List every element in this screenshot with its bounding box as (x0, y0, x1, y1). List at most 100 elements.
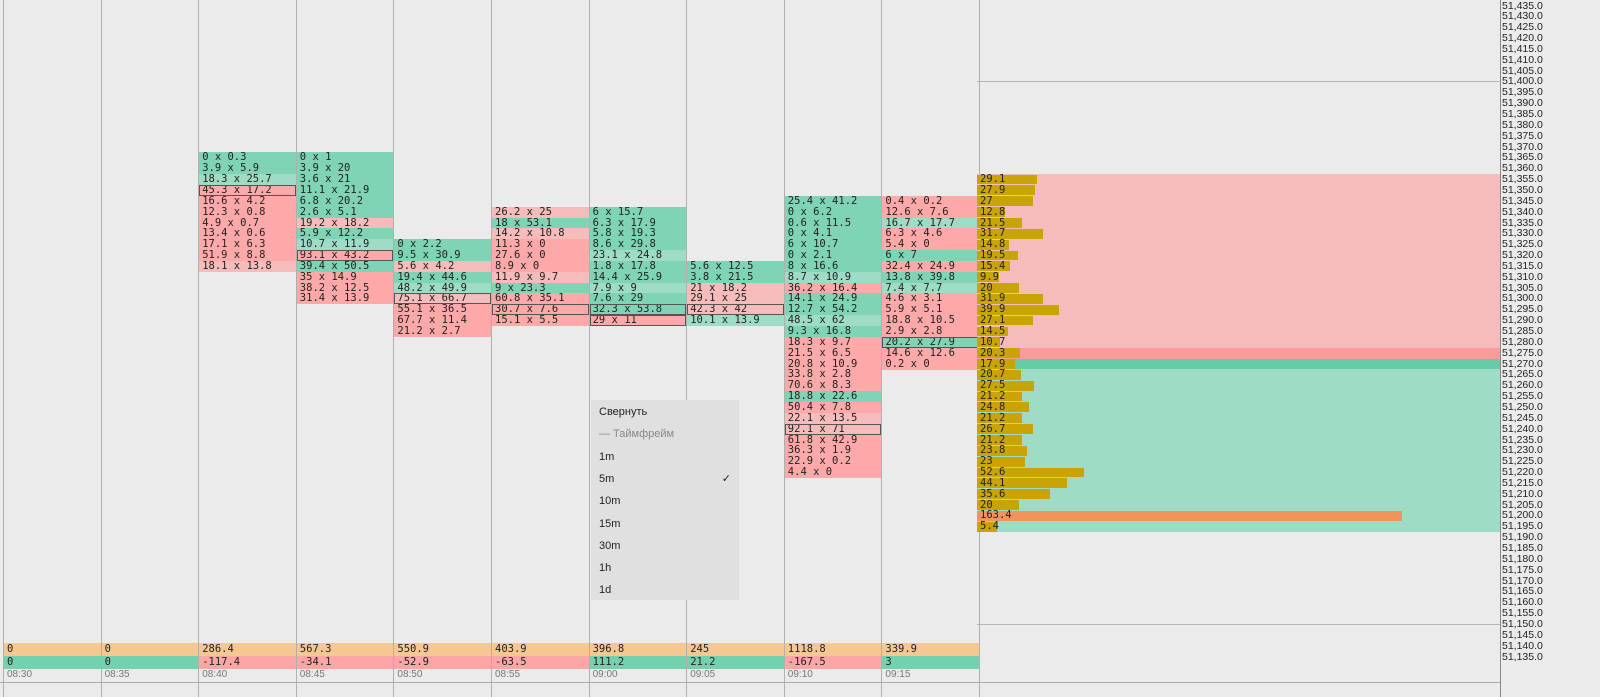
menu-item-1m[interactable]: 1m (599, 450, 615, 463)
price-gridline (977, 81, 1500, 83)
volume-profile-label: 21.2 (980, 412, 1006, 424)
price-tick-label: 51,160.0 (1502, 596, 1543, 609)
footprint-cell: 18.3 x 25.7 (199, 174, 296, 186)
footprint-cell: 17.1 x 6.3 (199, 239, 296, 251)
menu-item-1d[interactable]: 1d (599, 584, 612, 597)
volume-profile-bar (977, 283, 1020, 293)
price-tick-label: 51,240.0 (1502, 422, 1543, 435)
footprint-cell: 10.7 x 11.9 (296, 239, 394, 251)
time-separator (295, 0, 297, 697)
footprint-cell: 9.3 x 16.8 (784, 326, 882, 337)
column-delta: -117.4 (199, 656, 296, 669)
price-tick-label: 51,220.0 (1502, 466, 1543, 479)
volume-profile-label: 21.5 (980, 217, 1006, 229)
menu-item-5m[interactable]: 5m (599, 472, 615, 485)
footprint-cell: 3.9 x 20 (296, 163, 394, 175)
footprint-cell: 45.3 x 17.2 (199, 184, 296, 196)
footprint-cell: 5.9 x 12.2 (296, 228, 394, 240)
footprint-cell: 19.2 x 18.2 (296, 217, 394, 229)
footprint-cell: 2.9 x 2.8 (882, 326, 979, 337)
footprint-cell: 33.8 x 2.8 (784, 369, 882, 381)
volume-profile-bar (977, 207, 1005, 217)
volume-profile-bar (977, 402, 1029, 413)
footprint-cell: 12.6 x 7.6 (882, 206, 979, 218)
footprint-cell: 14.4 x 25.9 (589, 271, 687, 283)
price-tick-label: 51,235.0 (1502, 433, 1543, 446)
time-separator (393, 0, 395, 697)
volume-profile-bar (977, 185, 1035, 196)
price-tick-label: 51,350.0 (1502, 183, 1543, 196)
footprint-cell: 3.8 x 21.5 (687, 271, 784, 283)
column-volume: 550.9 (394, 643, 491, 656)
volume-profile-label: 163.4 (980, 510, 1012, 522)
footprint-cell: 92.1 x 71 (784, 423, 882, 435)
footprint-cell: 8.6 x 29.8 (589, 239, 687, 251)
menu-item-10m[interactable]: 10m (599, 495, 621, 508)
price-axis[interactable] (1500, 0, 1600, 697)
footprint-cell: 0 x 0.3 (199, 152, 296, 164)
price-tick-label: 51,325.0 (1502, 238, 1543, 251)
footprint-cell: 22.9 x 0.2 (784, 456, 882, 468)
footprint-cell: 20.8 x 10.9 (784, 358, 882, 370)
volume-profile-label: 14.8 (980, 239, 1006, 251)
menu-item-свернуть[interactable]: Свернуть (599, 406, 648, 418)
footprint-cell: 3.9 x 5.9 (199, 163, 296, 175)
volume-profile-bar (977, 218, 1023, 228)
footprint-cell: 32.3 x 53.8 (589, 304, 687, 316)
current-price-bid-row (977, 358, 1500, 370)
footprint-cell: 11.1 x 21.9 (296, 184, 394, 196)
footprint-cell: 6.3 x 17.9 (589, 217, 687, 229)
price-tick-label: 51,170.0 (1502, 574, 1543, 587)
volume-profile-label: 12.8 (980, 206, 1006, 218)
price-tick-label: 51,405.0 (1502, 64, 1543, 77)
time-label: 09:05 (690, 669, 716, 680)
value-area-upper (977, 174, 1500, 348)
footprint-cell: 14.1 x 24.9 (784, 293, 882, 305)
volume-profile-bar (977, 304, 1059, 315)
footprint-cell: 31.4 x 13.9 (296, 293, 394, 305)
volume-profile-bar (977, 315, 1034, 326)
column-delta: -34.1 (296, 656, 394, 669)
volume-profile-bar (977, 239, 1009, 250)
footprint-cell: 6 x 15.7 (589, 206, 687, 218)
price-tick-label: 51,150.0 (1502, 617, 1543, 630)
footprint-cell: 39.4 x 50.5 (296, 260, 394, 272)
footprint-cell: 1.8 x 17.8 (589, 260, 687, 272)
price-tick-label: 51,140.0 (1502, 639, 1543, 652)
footprint-cell: 18.8 x 22.6 (784, 391, 882, 403)
volume-profile-label: 52.6 (980, 467, 1006, 479)
footprint-cell: 36.2 x 16.4 (784, 282, 882, 294)
menu-item-1h[interactable]: 1h (599, 562, 612, 575)
footprint-cell: 23.1 x 24.8 (589, 250, 687, 262)
footprint-cell: 8.9 x 0 (492, 260, 589, 272)
menu-item-15m[interactable]: 15m (599, 517, 621, 530)
volume-profile-label: 39.9 (980, 304, 1006, 316)
price-tick-label: 51,390.0 (1502, 97, 1543, 110)
time-label: 08:35 (104, 669, 130, 680)
price-tick-label: 51,420.0 (1502, 32, 1543, 45)
footprint-cell: 7.4 x 7.7 (882, 282, 979, 294)
footprint-cell: 36.3 x 1.9 (784, 445, 882, 457)
price-tick-label: 51,190.0 (1502, 531, 1543, 544)
footprint-cell: 5.8 x 19.3 (589, 228, 687, 240)
footprint-cell: 5.6 x 12.5 (687, 260, 784, 272)
price-tick-label: 51,355.0 (1502, 173, 1543, 186)
volume-profile-label: 24.8 (980, 401, 1006, 413)
volume-profile-label: 5.4 (980, 521, 999, 533)
volume-profile-bar (977, 250, 1019, 261)
time-label: 09:10 (787, 669, 813, 680)
price-tick-label: 51,185.0 (1502, 542, 1543, 554)
price-tick-label: 51,155.0 (1502, 607, 1543, 620)
footprint-cell: 10.1 x 13.9 (687, 315, 784, 327)
footprint-cell: 11.9 x 9.7 (492, 271, 589, 283)
price-tick-label: 51,410.0 (1502, 53, 1543, 66)
column-delta: 21.2 (687, 656, 784, 669)
footprint-cell: 6 x 10.7 (784, 239, 882, 251)
footprint-cell: 12.3 x 0.8 (199, 206, 296, 218)
menu-item-30m[interactable]: 30m (599, 539, 621, 552)
footprint-cell: 26.2 x 25 (492, 206, 589, 218)
price-tick-label: 51,215.0 (1502, 476, 1543, 489)
volume-profile-label: 20.3 (980, 347, 1006, 359)
price-tick-label: 51,385.0 (1502, 108, 1543, 120)
